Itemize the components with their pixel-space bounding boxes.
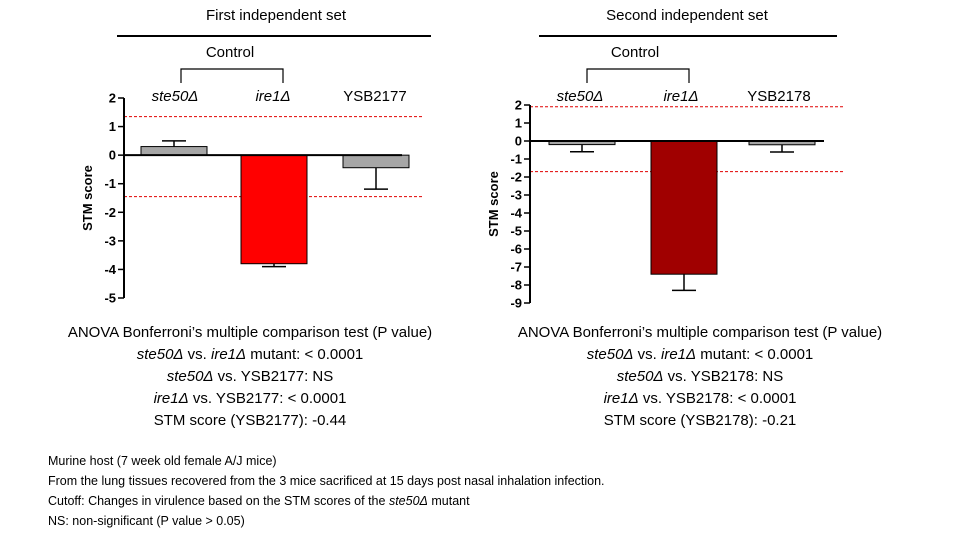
y-tick-label: 2 — [515, 98, 522, 113]
set1-label-ire1: ire1Δ — [255, 88, 291, 105]
set2-label-ire1: ire1Δ — [663, 88, 699, 105]
set2-stats-line1: ste50Δ vs. ire1Δ mutant: < 0.0001 — [586, 346, 814, 363]
set1-label-ste50: ste50Δ — [151, 88, 199, 105]
set1-stats: ANOVA Bonferroni’s multiple comparison t… — [40, 322, 460, 432]
set1-stats-line3: ire1Δ vs. YSB2177: < 0.0001 — [153, 390, 347, 407]
y-tick-label: 0 — [109, 148, 116, 163]
set2-chart: 2 1 0 -1 -2 -3 -4 -5 -6 -7 -8 -9 STM score — [486, 98, 844, 311]
footnotes: Murine host (7 week old female A/J mice)… — [48, 451, 928, 531]
set2-stats-line3: ire1Δ vs. YSB2178: < 0.0001 — [603, 390, 797, 407]
set2-label-ste50: ste50Δ — [556, 88, 604, 105]
set1-stats-line2: ste50Δ vs. YSB2177: NS — [166, 368, 334, 385]
footnote-host: Murine host (7 week old female A/J mice) — [48, 454, 277, 468]
y-tick-label: -2 — [510, 170, 522, 185]
set1-stats-heading: ANOVA Bonferroni’s multiple comparison t… — [67, 324, 433, 341]
y-tick-label: -7 — [510, 260, 522, 275]
set1-control-bracket — [180, 68, 284, 83]
footnote-cutoff: Cutoff: Changes in virulence based on th… — [48, 494, 470, 508]
footnote-tissue: From the lung tissues recovered from the… — [48, 474, 605, 488]
y-tick-label: -3 — [104, 233, 116, 248]
y-tick-label: -9 — [510, 296, 522, 311]
set1-title: First independent set — [205, 7, 347, 24]
bar-ire1Δ — [240, 154, 308, 265]
y-axis-label: STM score — [80, 165, 95, 231]
y-tick-label: 1 — [109, 119, 116, 134]
bar-ste50Δ — [140, 146, 208, 156]
set1-title-rule — [117, 35, 431, 37]
set1-control-label: Control — [205, 44, 255, 61]
y-tick-label: -5 — [104, 291, 116, 306]
y-tick-label: -1 — [510, 152, 522, 167]
set2-control-label: Control — [610, 44, 660, 61]
y-tick-label: -6 — [510, 242, 522, 257]
set2-title: Second independent set — [606, 7, 768, 24]
y-tick-label: 0 — [515, 134, 522, 149]
y-tick-label: -4 — [510, 206, 522, 221]
set2-label-strain: YSB2178 — [747, 88, 811, 105]
y-tick-label: 2 — [109, 91, 116, 106]
y-tick-label: 1 — [515, 116, 522, 131]
set1-stats-line1: ste50Δ vs. ire1Δ mutant: < 0.0001 — [136, 346, 364, 363]
y-tick-label: -3 — [510, 188, 522, 203]
bar-YSB2177 — [342, 154, 410, 169]
set2-stats-heading: ANOVA Bonferroni’s multiple comparison t… — [517, 324, 883, 341]
set2-control-bracket — [586, 68, 690, 83]
set1-label-strain: YSB2177 — [343, 88, 407, 105]
y-tick-label: -8 — [510, 278, 522, 293]
set1-chart: 2 1 0 -1 -2 -3 -4 -5 STM score — [80, 91, 422, 306]
bar-ire1Δ — [650, 140, 718, 275]
footnote-ns: NS: non-significant (P value > 0.05) — [48, 514, 245, 528]
set2-stats: ANOVA Bonferroni’s multiple comparison t… — [480, 322, 920, 432]
set2-stats-line4: STM score (YSB2178): -0.21 — [603, 412, 797, 429]
y-tick-label: -5 — [510, 224, 522, 239]
y-tick-label: -1 — [104, 176, 116, 191]
set2-stats-line2: ste50Δ vs. YSB2178: NS — [616, 368, 784, 385]
y-tick-label: -4 — [104, 262, 116, 277]
y-tick-label: -2 — [104, 205, 116, 220]
set2-title-rule — [539, 35, 837, 37]
set1-stats-line4: STM score (YSB2177): -0.44 — [153, 412, 347, 429]
y-axis-label: STM score — [486, 171, 501, 237]
